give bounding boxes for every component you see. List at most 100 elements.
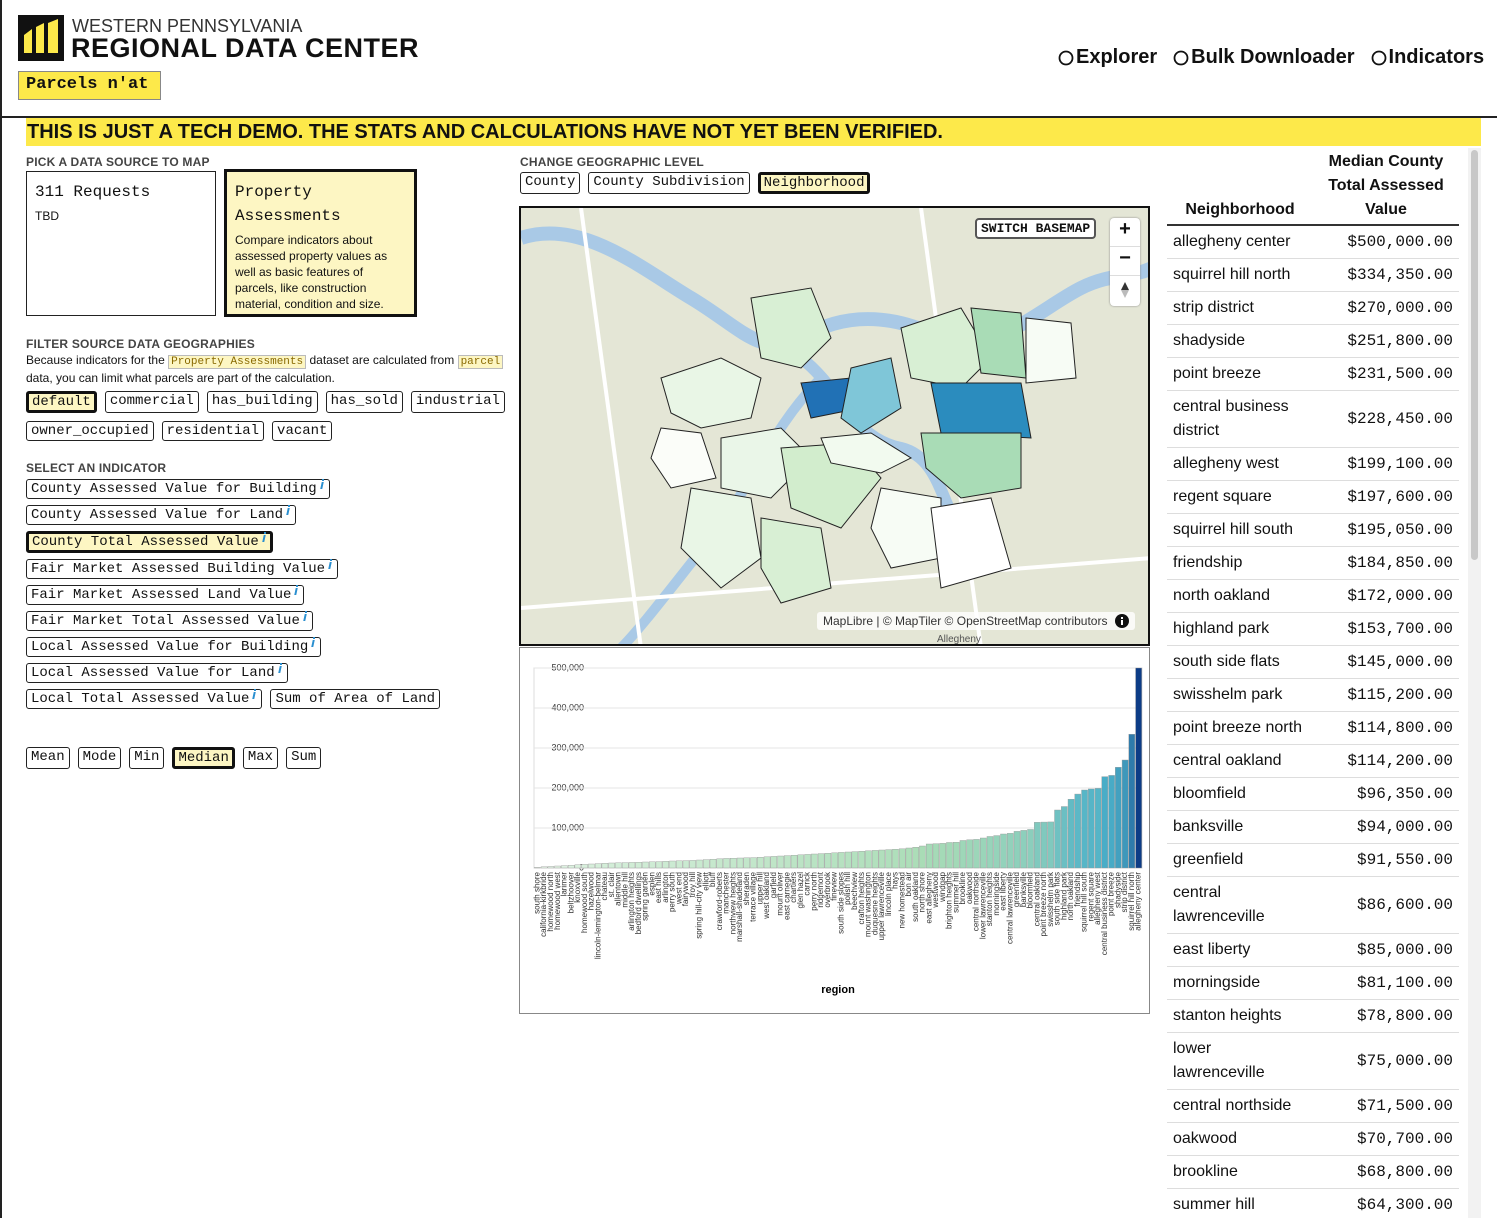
bar: [1047, 821, 1055, 869]
bar: [865, 850, 872, 869]
cell-value: $85,000.00: [1313, 933, 1459, 967]
nav-label[interactable]: Bulk Downloader: [1191, 46, 1355, 68]
option-button[interactable]: County Subdivision: [588, 172, 750, 194]
option-button[interactable]: has_building: [206, 391, 318, 413]
x-tick-label: homewood south: [580, 872, 589, 933]
option-button[interactable]: has_sold: [325, 391, 403, 413]
cell-name: highland park: [1167, 612, 1313, 646]
option-button[interactable]: residential: [161, 421, 265, 441]
option-button[interactable]: commercial: [104, 391, 199, 413]
option-button[interactable]: Fair Market Assessed Building Value: [26, 559, 339, 579]
bar: [763, 856, 771, 869]
x-tick-label: squirrel hill north: [1127, 872, 1136, 931]
column-header[interactable]: Median County Total Assessed Value: [1313, 148, 1459, 226]
cell-value: $81,100.00: [1313, 966, 1459, 1000]
info-icon[interactable]: [303, 611, 308, 621]
app-badge[interactable]: Parcels n'at: [18, 71, 161, 100]
option-button[interactable]: default: [26, 391, 97, 413]
bar: [892, 848, 899, 869]
option-button[interactable]: Max: [242, 747, 279, 769]
table-row: stanton heights $78,800.00: [1167, 999, 1459, 1033]
x-tick-label: crafton heights: [857, 872, 866, 924]
card-desc: TBD: [35, 209, 59, 223]
source-card[interactable]: Property Assessments Compare indicators a…: [224, 169, 417, 317]
option-button[interactable]: Sum of Area of Land: [270, 689, 441, 709]
x-tick-label: elliott: [701, 871, 710, 890]
bar: [1067, 798, 1075, 869]
x-tick-label: banksville: [1019, 871, 1028, 907]
bar: [1135, 667, 1142, 869]
x-tick-label: mount oliver: [776, 872, 785, 916]
nav-link[interactable]: Explorer: [1058, 46, 1157, 69]
option-button[interactable]: Neighborhood: [757, 172, 871, 194]
cell-value: $251,800.00: [1313, 324, 1459, 358]
x-tick-label: highland park: [1059, 871, 1068, 920]
x-tick-label: arlington heights: [627, 872, 636, 931]
option-button[interactable]: Local Assessed Value for Building: [26, 637, 322, 657]
bar: [844, 851, 852, 869]
org-line1: WESTERN PENNSYLVANIA: [72, 16, 303, 36]
map[interactable]: SWITCH BASEMAP + − MapLibre | © MapTiler…: [519, 206, 1150, 646]
bar: [831, 852, 838, 869]
attribution-icon[interactable]: [1115, 614, 1130, 628]
option-button[interactable]: Fair Market Total Assessed Value: [26, 611, 313, 631]
option-button[interactable]: Mode: [77, 747, 122, 769]
table-row: squirrel hill south $195,050.00: [1167, 513, 1459, 547]
x-tick-label: larimer: [560, 872, 569, 897]
x-tick-label: crawford-roberts: [715, 872, 724, 930]
option-button[interactable]: County Assessed Value for Land: [26, 505, 297, 525]
option-button[interactable]: Fair Market Assessed Land Value: [26, 585, 305, 605]
switch-basemap[interactable]: SWITCH BASEMAP: [975, 218, 1097, 239]
nav-label[interactable]: Explorer: [1076, 46, 1158, 68]
info-icon[interactable]: [328, 559, 333, 569]
bar: [939, 843, 946, 869]
cell-value: $199,100.00: [1313, 447, 1459, 481]
bar: [547, 866, 555, 869]
option-button[interactable]: Mean: [26, 747, 70, 769]
nav-label[interactable]: Indicators: [1388, 46, 1485, 68]
info-icon[interactable]: [252, 689, 257, 699]
bar: [1081, 789, 1088, 869]
source-card[interactable]: 311 Requests TBD: [26, 171, 216, 316]
bar: [1128, 734, 1136, 869]
bar: [594, 863, 602, 869]
info-icon[interactable]: [278, 663, 283, 673]
plot-area: [533, 667, 1143, 869]
indicator-options: County Assessed Value for Building County…: [26, 479, 516, 715]
nav-link[interactable]: Bulk Downloader: [1173, 46, 1355, 69]
bar: [1108, 775, 1115, 869]
option-button[interactable]: County Assessed Value for Building: [26, 479, 330, 499]
option-button[interactable]: Sum: [286, 747, 322, 769]
info-icon[interactable]: [286, 505, 291, 515]
cell-value: $115,200.00: [1313, 678, 1459, 712]
info-icon[interactable]: [294, 585, 299, 595]
bar: [878, 849, 886, 869]
x-tick-label: north shore: [918, 871, 927, 912]
option-button[interactable]: owner_occupied: [26, 421, 154, 441]
x-tick-label: chartiers: [789, 872, 798, 903]
compass[interactable]: [1110, 276, 1140, 304]
card-desc: Compare indicators about assessed proper…: [235, 233, 388, 311]
nav-link[interactable]: Indicators: [1371, 46, 1485, 69]
option-button[interactable]: Local Assessed Value for Land: [26, 663, 288, 683]
option-button[interactable]: Min: [129, 747, 165, 769]
option-button[interactable]: Local Total Assessed Value: [26, 689, 263, 709]
scrollbar-thumb[interactable]: [1471, 150, 1478, 560]
option-button[interactable]: industrial: [410, 391, 505, 413]
x-tick-label: bon air: [904, 872, 913, 897]
option-button[interactable]: vacant: [272, 421, 333, 441]
info-icon[interactable]: [320, 479, 325, 489]
x-tick-label: hazelwood: [587, 872, 596, 910]
x-tick-label: allegheny center: [1134, 872, 1143, 931]
nav: Explorer Bulk Downloader Indicators: [1058, 46, 1484, 69]
bar: [615, 862, 622, 869]
option-button[interactable]: County: [520, 172, 581, 194]
option-button[interactable]: County Total Assessed Value: [26, 531, 273, 553]
zoom-out[interactable]: −: [1110, 247, 1140, 276]
info-icon[interactable]: [311, 637, 316, 647]
info-icon[interactable]: [262, 532, 267, 542]
column-header[interactable]: Neighborhood: [1167, 148, 1313, 226]
option-button[interactable]: Median: [172, 747, 235, 769]
zoom-in[interactable]: +: [1110, 218, 1140, 247]
x-tick-label: perry north: [809, 872, 818, 911]
